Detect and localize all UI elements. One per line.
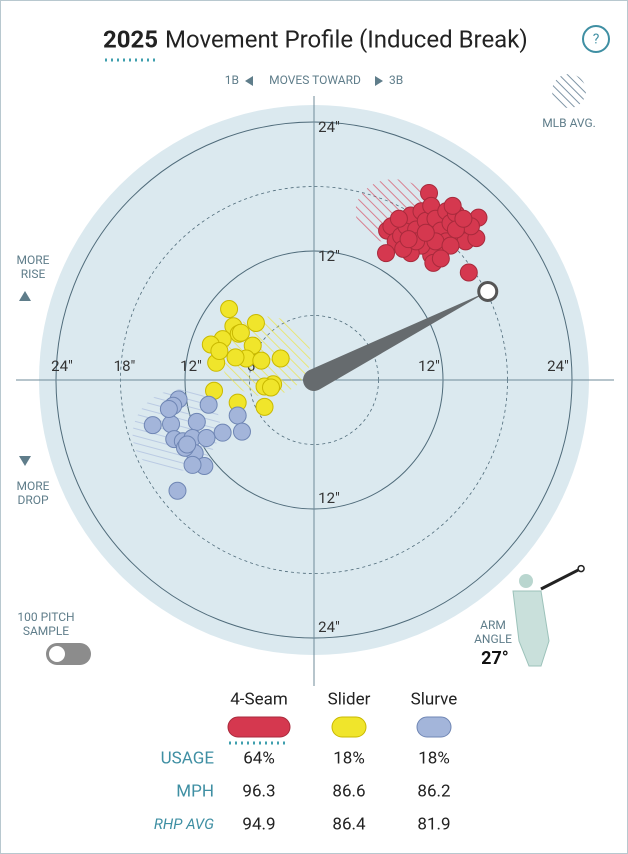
- toggle-knob[interactable]: [49, 646, 65, 662]
- rise-arrow: [19, 291, 31, 301]
- cell: 96.3: [242, 781, 275, 801]
- pitch-point: [178, 435, 197, 454]
- pitch-point: [443, 196, 462, 215]
- title-year: 2025: [103, 25, 158, 53]
- pitch-point: [252, 351, 271, 370]
- legend-swatch: [416, 716, 452, 738]
- arm-angle-value: 27°: [481, 648, 509, 669]
- drop-label: MORE DROP: [16, 479, 50, 507]
- pitch-point: [454, 209, 473, 228]
- row-label: RHP AVG: [154, 815, 214, 833]
- pitch-point: [183, 455, 202, 474]
- direction-left: 1B: [225, 73, 239, 87]
- pitch-point: [271, 349, 290, 368]
- ring-label: 12": [318, 247, 340, 265]
- ring-label: 12": [318, 489, 340, 507]
- cell: 18%: [418, 748, 450, 768]
- cell: 94.9: [242, 814, 275, 834]
- cell: 18%: [333, 748, 365, 768]
- legend-name: Slurve: [411, 689, 458, 709]
- pitch-point: [199, 395, 218, 414]
- cell: 86.4: [332, 814, 366, 834]
- arrow-right: [375, 76, 383, 86]
- sample-label: 100 PITCH SAMPLE: [17, 610, 75, 638]
- avg-icon: [552, 74, 586, 108]
- pitch-point: [232, 422, 251, 441]
- ring-label: 24": [547, 357, 569, 375]
- arm-angle-label: ARM ANGLE: [474, 618, 512, 646]
- pitch-point: [441, 236, 460, 255]
- legend-name: Slider: [328, 689, 371, 709]
- pitch-point: [255, 397, 274, 416]
- pitch-point: [143, 416, 162, 435]
- ring-label: 12": [418, 357, 440, 375]
- pitch-point: [377, 244, 396, 263]
- pitch-point: [399, 230, 418, 249]
- pitch-point: [431, 249, 450, 268]
- drop-arrow: [19, 456, 31, 466]
- arm-knob: [477, 280, 499, 302]
- pitch-point: [226, 348, 245, 367]
- pitch-point: [213, 423, 232, 442]
- legend-swatch: [331, 716, 367, 738]
- pitch-point: [246, 314, 265, 333]
- legend-name: 4-Seam: [230, 689, 288, 709]
- pitch-point: [228, 406, 247, 425]
- ring-label: 24": [51, 357, 73, 375]
- pitch-point: [159, 400, 178, 419]
- pitch-point: [389, 209, 408, 228]
- pitch-point: [231, 323, 250, 342]
- cell: 86.6: [332, 781, 365, 801]
- legend-swatch: [227, 716, 291, 738]
- help-icon[interactable]: ?: [593, 32, 600, 48]
- arm-angle: [302, 291, 488, 392]
- direction-right: 3B: [389, 73, 403, 87]
- pitch-point: [210, 341, 229, 360]
- pitch-point: [162, 415, 181, 434]
- figure-arm: [540, 567, 582, 591]
- figure-ball: [577, 564, 585, 573]
- pitch-point: [416, 223, 435, 242]
- ring-label: 24": [318, 118, 340, 136]
- avg-label: MLB AVG.: [542, 116, 596, 130]
- title: Movement Profile (Induced Break): [165, 25, 528, 53]
- pitch-point: [262, 378, 280, 397]
- pitch-point: [168, 481, 187, 500]
- pitcher-figure: [512, 574, 550, 667]
- rise-label: MORE RISE: [16, 253, 50, 281]
- cell: 86.2: [417, 781, 450, 801]
- ring-label: 18": [114, 357, 136, 375]
- row-label: MPH: [176, 781, 214, 801]
- row-label: USAGE: [161, 748, 215, 768]
- ring-label: 12": [180, 357, 202, 375]
- cell: 64%: [243, 748, 275, 768]
- ring-label: 24": [318, 618, 340, 636]
- cell: 81.9: [417, 814, 450, 834]
- pitch-point: [197, 429, 216, 448]
- pitch-point: [220, 300, 239, 319]
- arrow-left: [245, 76, 253, 86]
- pitch-point: [187, 412, 206, 431]
- pitch-point: [459, 263, 478, 282]
- plot: 6"12"12"12"12"18"24"24"24"24": [16, 96, 614, 686]
- direction-label: MOVES TOWARD: [269, 73, 361, 87]
- help-button[interactable]: [582, 25, 610, 53]
